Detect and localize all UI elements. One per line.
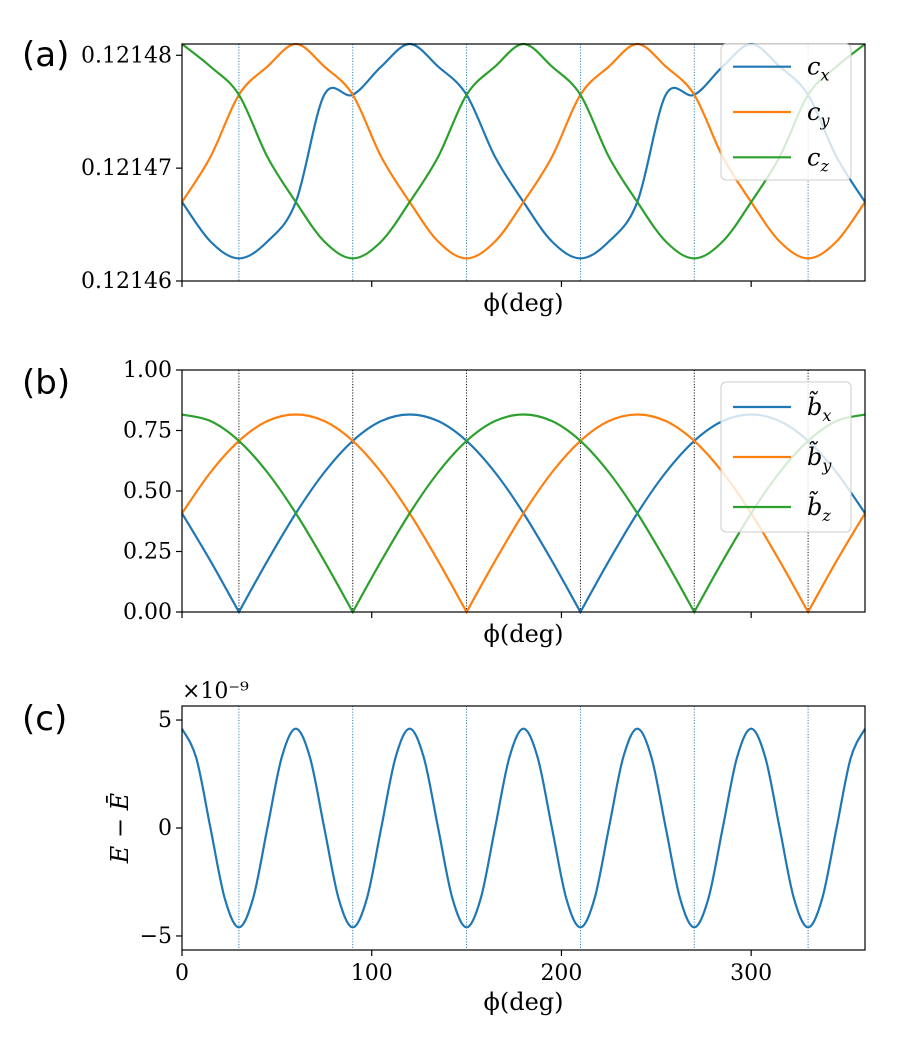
ytick-label: −5 xyxy=(140,924,172,949)
ytick-label: 1.00 xyxy=(123,358,172,383)
axes-frame xyxy=(181,705,866,951)
ytick-label: 0 xyxy=(158,816,172,841)
xtick-label: 300 xyxy=(730,961,772,986)
panel-2: (b) 0.00 0.25 0.50 0.75 1.00 ϕ(deg) b̃xb̃yb̃z xyxy=(22,358,866,648)
x-axis-label: ϕ(deg) xyxy=(483,620,563,648)
x-axis-label: ϕ(deg) xyxy=(483,988,563,1016)
y-axis-label: E − Ē xyxy=(106,792,134,864)
ytick-label: 0.50 xyxy=(123,479,172,504)
x-axis-label: ϕ(deg) xyxy=(483,289,563,317)
y-offset-label: ×10⁻⁹ xyxy=(182,679,249,704)
ytick-label: 0.00 xyxy=(123,600,172,625)
panel-tag: (b) xyxy=(22,363,70,403)
ytick-label: 5 xyxy=(158,708,172,733)
ytick-label: 0.12148 xyxy=(81,43,172,68)
xtick-label: 200 xyxy=(540,961,582,986)
ytick-label: 0.12146 xyxy=(81,269,172,294)
panel-tag: (c) xyxy=(22,699,67,739)
ytick-label: 0.25 xyxy=(123,540,172,565)
axes-frame xyxy=(181,43,866,282)
series-line-E xyxy=(181,727,866,929)
panel-tag: (a) xyxy=(22,35,69,75)
ytick-label: 0.75 xyxy=(123,419,172,444)
xtick-label: 100 xyxy=(351,961,393,986)
xtick-label: 0 xyxy=(175,961,189,986)
legend: b̃xb̃yb̃z xyxy=(720,381,852,533)
ytick-label: 0.12147 xyxy=(81,156,172,181)
